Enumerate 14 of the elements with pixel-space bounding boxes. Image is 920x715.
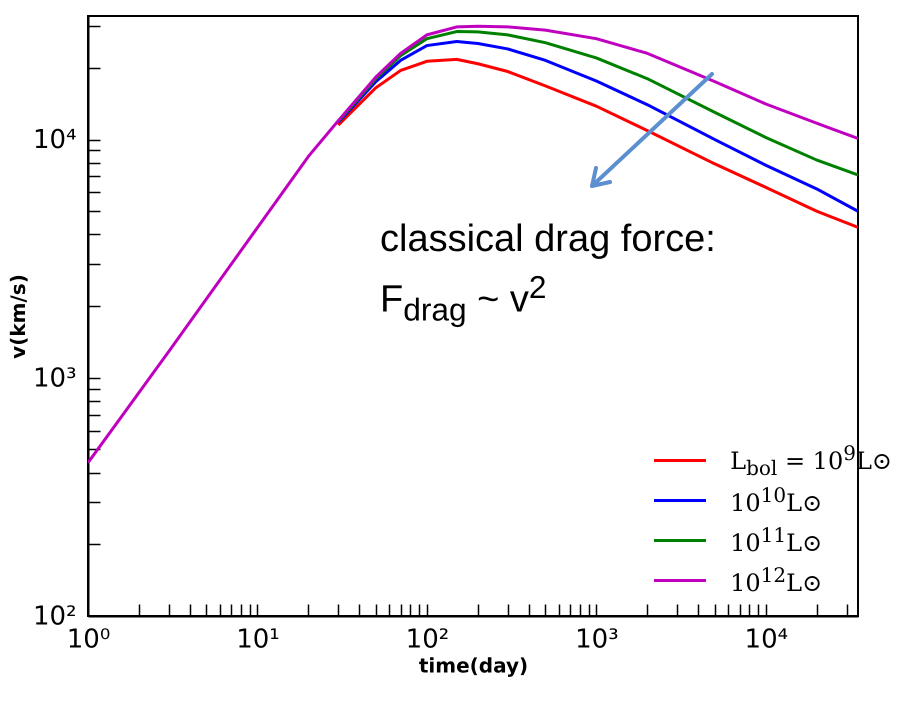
annotation: F$_{drag}$ ~ v$^{2}$ bbox=[380, 268, 548, 330]
y-axis-title: v(km/s) bbox=[6, 274, 30, 359]
y-tick-label: 10⁴ bbox=[32, 125, 76, 156]
legend-label: 10$^{11}$L⊙ bbox=[730, 523, 822, 557]
x-tick-label: 10² bbox=[406, 624, 450, 654]
legend-label: 10$^{10}$L⊙ bbox=[730, 483, 822, 517]
y-tick-label: 10³ bbox=[32, 363, 76, 394]
x-tick-label: 10³ bbox=[575, 624, 619, 654]
legend-label: 10$^{12}$L⊙ bbox=[730, 563, 822, 597]
x-axis-title: time(day) bbox=[418, 654, 528, 678]
x-tick-label: 10⁴ bbox=[744, 624, 788, 654]
x-tick-label: 10¹ bbox=[236, 624, 280, 654]
annotation: classical drag force: bbox=[380, 217, 716, 262]
legend-label: L$_{bol}$ = 10$^{9}$L⊙ bbox=[730, 440, 892, 480]
